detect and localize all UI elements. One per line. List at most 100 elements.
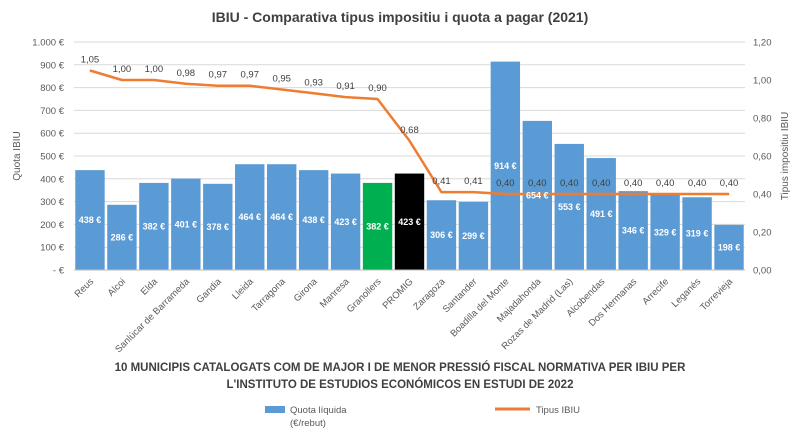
bar-value-label: 438 €: [302, 215, 325, 225]
subtitle-line-1: 10 MUNICIPIS CATALOGATS COM DE MAJOR I D…: [115, 361, 686, 374]
bar-value-label: 914 €: [494, 161, 517, 171]
bar: [330, 173, 361, 270]
rate-point: [313, 92, 315, 94]
rate-point: [153, 79, 155, 81]
rate-value-label: 0,40: [688, 178, 707, 189]
subtitle-line-2: L'INSTITUTO DE ESTUDIOS ECONÓMICOS EN ES…: [227, 378, 574, 391]
bar-value-label: 346 €: [622, 226, 645, 236]
chart-title: IBIU - Comparativa tipus impositiu i quo…: [212, 9, 589, 25]
bar-value-label: 464 €: [238, 212, 261, 222]
bar: [682, 197, 712, 270]
bar-value-label: 306 €: [430, 230, 453, 240]
category-label: Boadilla del Monte: [448, 276, 511, 339]
rate-point: [600, 193, 602, 195]
bar: [75, 170, 105, 270]
category-label: Granollers: [345, 276, 384, 315]
bar-value-label: 299 €: [462, 231, 485, 241]
rate-value-label: 1,00: [145, 64, 164, 75]
bar-value-label: 382 €: [366, 221, 389, 231]
bar-value-label: 491 €: [590, 209, 613, 219]
y-tick-label: 700 €: [40, 106, 64, 117]
y-tick-label: 900 €: [40, 60, 64, 71]
rate-value-label: 0,91: [336, 81, 355, 92]
bar: [171, 178, 201, 270]
bar: [714, 224, 744, 270]
rate-value-label: 0,97: [209, 70, 228, 81]
category-label: Torrevieja: [698, 276, 735, 313]
rate-value-label: 0,41: [464, 176, 483, 187]
category-label: Reus: [73, 276, 97, 300]
bar: [650, 194, 680, 270]
legend: Quota líquida (€/rebut) Tipus IBIU: [265, 405, 580, 429]
rate-point: [249, 85, 251, 87]
rate-value-label: 1,05: [81, 55, 100, 66]
y-axis-right: 0,00 0,20 0,40 0,60 0,80 1,00 1,20: [753, 38, 772, 277]
rate-value-label: 0,41: [432, 176, 451, 187]
rate-point: [536, 193, 538, 195]
rate-value-label: 0,95: [272, 74, 291, 85]
bar-value-label: 423 €: [334, 217, 357, 227]
rate-value-label: 0,97: [240, 70, 259, 81]
rate-value-label: 0,40: [560, 178, 579, 189]
bar-value-label: 198 €: [718, 242, 741, 252]
bar-value-label: 654 €: [526, 190, 549, 200]
rate-value-label: 0,40: [720, 178, 739, 189]
y2-axis-label: Tipus impositiu IBIU: [780, 112, 791, 201]
category-label: Lleida: [230, 276, 256, 302]
bar-value-label: 329 €: [654, 227, 677, 237]
category-label: PROMIG: [381, 276, 416, 311]
bar-value-label: 438 €: [79, 215, 102, 225]
rate-point: [185, 83, 187, 85]
y-tick-label: 600 €: [40, 129, 64, 140]
y-tick-label: 400 €: [40, 174, 64, 185]
rate-value-label: 1,00: [113, 64, 132, 75]
rate-value-label: 0,90: [368, 83, 387, 94]
rate-value-label: 0,40: [592, 178, 611, 189]
bar: [362, 182, 393, 270]
rate-value-label: 0,68: [400, 125, 419, 136]
bar-value-label: 423 €: [398, 217, 421, 227]
y2-tick-label: 0,20: [753, 228, 772, 239]
y-tick-label: 1.000 €: [32, 38, 64, 49]
rate-point: [504, 193, 506, 195]
rate-point: [281, 89, 283, 90]
category-label: Gandia: [194, 276, 224, 306]
rate-point: [728, 193, 730, 195]
rate-point: [409, 140, 410, 142]
y-tick-label: 200 €: [40, 220, 64, 231]
bar: [266, 164, 297, 270]
y2-tick-label: 0,40: [753, 190, 772, 201]
bar-value-label: 378 €: [207, 222, 230, 232]
rate-point: [568, 193, 570, 195]
rate-line: [89, 69, 730, 196]
category-label: Alcoi: [106, 276, 128, 298]
bar: [490, 61, 521, 270]
y-tick-label: 800 €: [40, 83, 64, 94]
bar-value-label: 319 €: [686, 229, 709, 239]
bar: [554, 143, 584, 270]
bar: [107, 204, 137, 270]
rate-value-label: 0,98: [177, 68, 196, 79]
data-labels: 438 € 286 € 382 € 401 € 378 € 464 € 464 € 438 €…: [79, 55, 741, 253]
rate-point: [121, 79, 123, 81]
bar: [522, 120, 553, 270]
rate-point: [664, 193, 666, 195]
bar-value-label: 286 €: [111, 232, 134, 242]
rate-value-label: 0,93: [304, 77, 323, 88]
bar: [203, 183, 233, 270]
category-label: Arrecife: [640, 276, 671, 307]
bar: [426, 200, 457, 270]
category-label: Girona: [292, 276, 320, 304]
y2-tick-label: 1,00: [753, 76, 772, 87]
bar: [394, 173, 425, 270]
legend-label-line: Tipus IBIU: [536, 405, 580, 416]
y2-tick-label: 0,60: [753, 152, 772, 163]
y-tick-label: - €: [53, 266, 65, 277]
rate-value-label: 0,40: [496, 178, 515, 189]
bar: [458, 201, 489, 270]
bar: [618, 191, 648, 270]
rate-point: [377, 98, 379, 100]
rate-point: [696, 193, 698, 195]
bars: [75, 61, 744, 270]
